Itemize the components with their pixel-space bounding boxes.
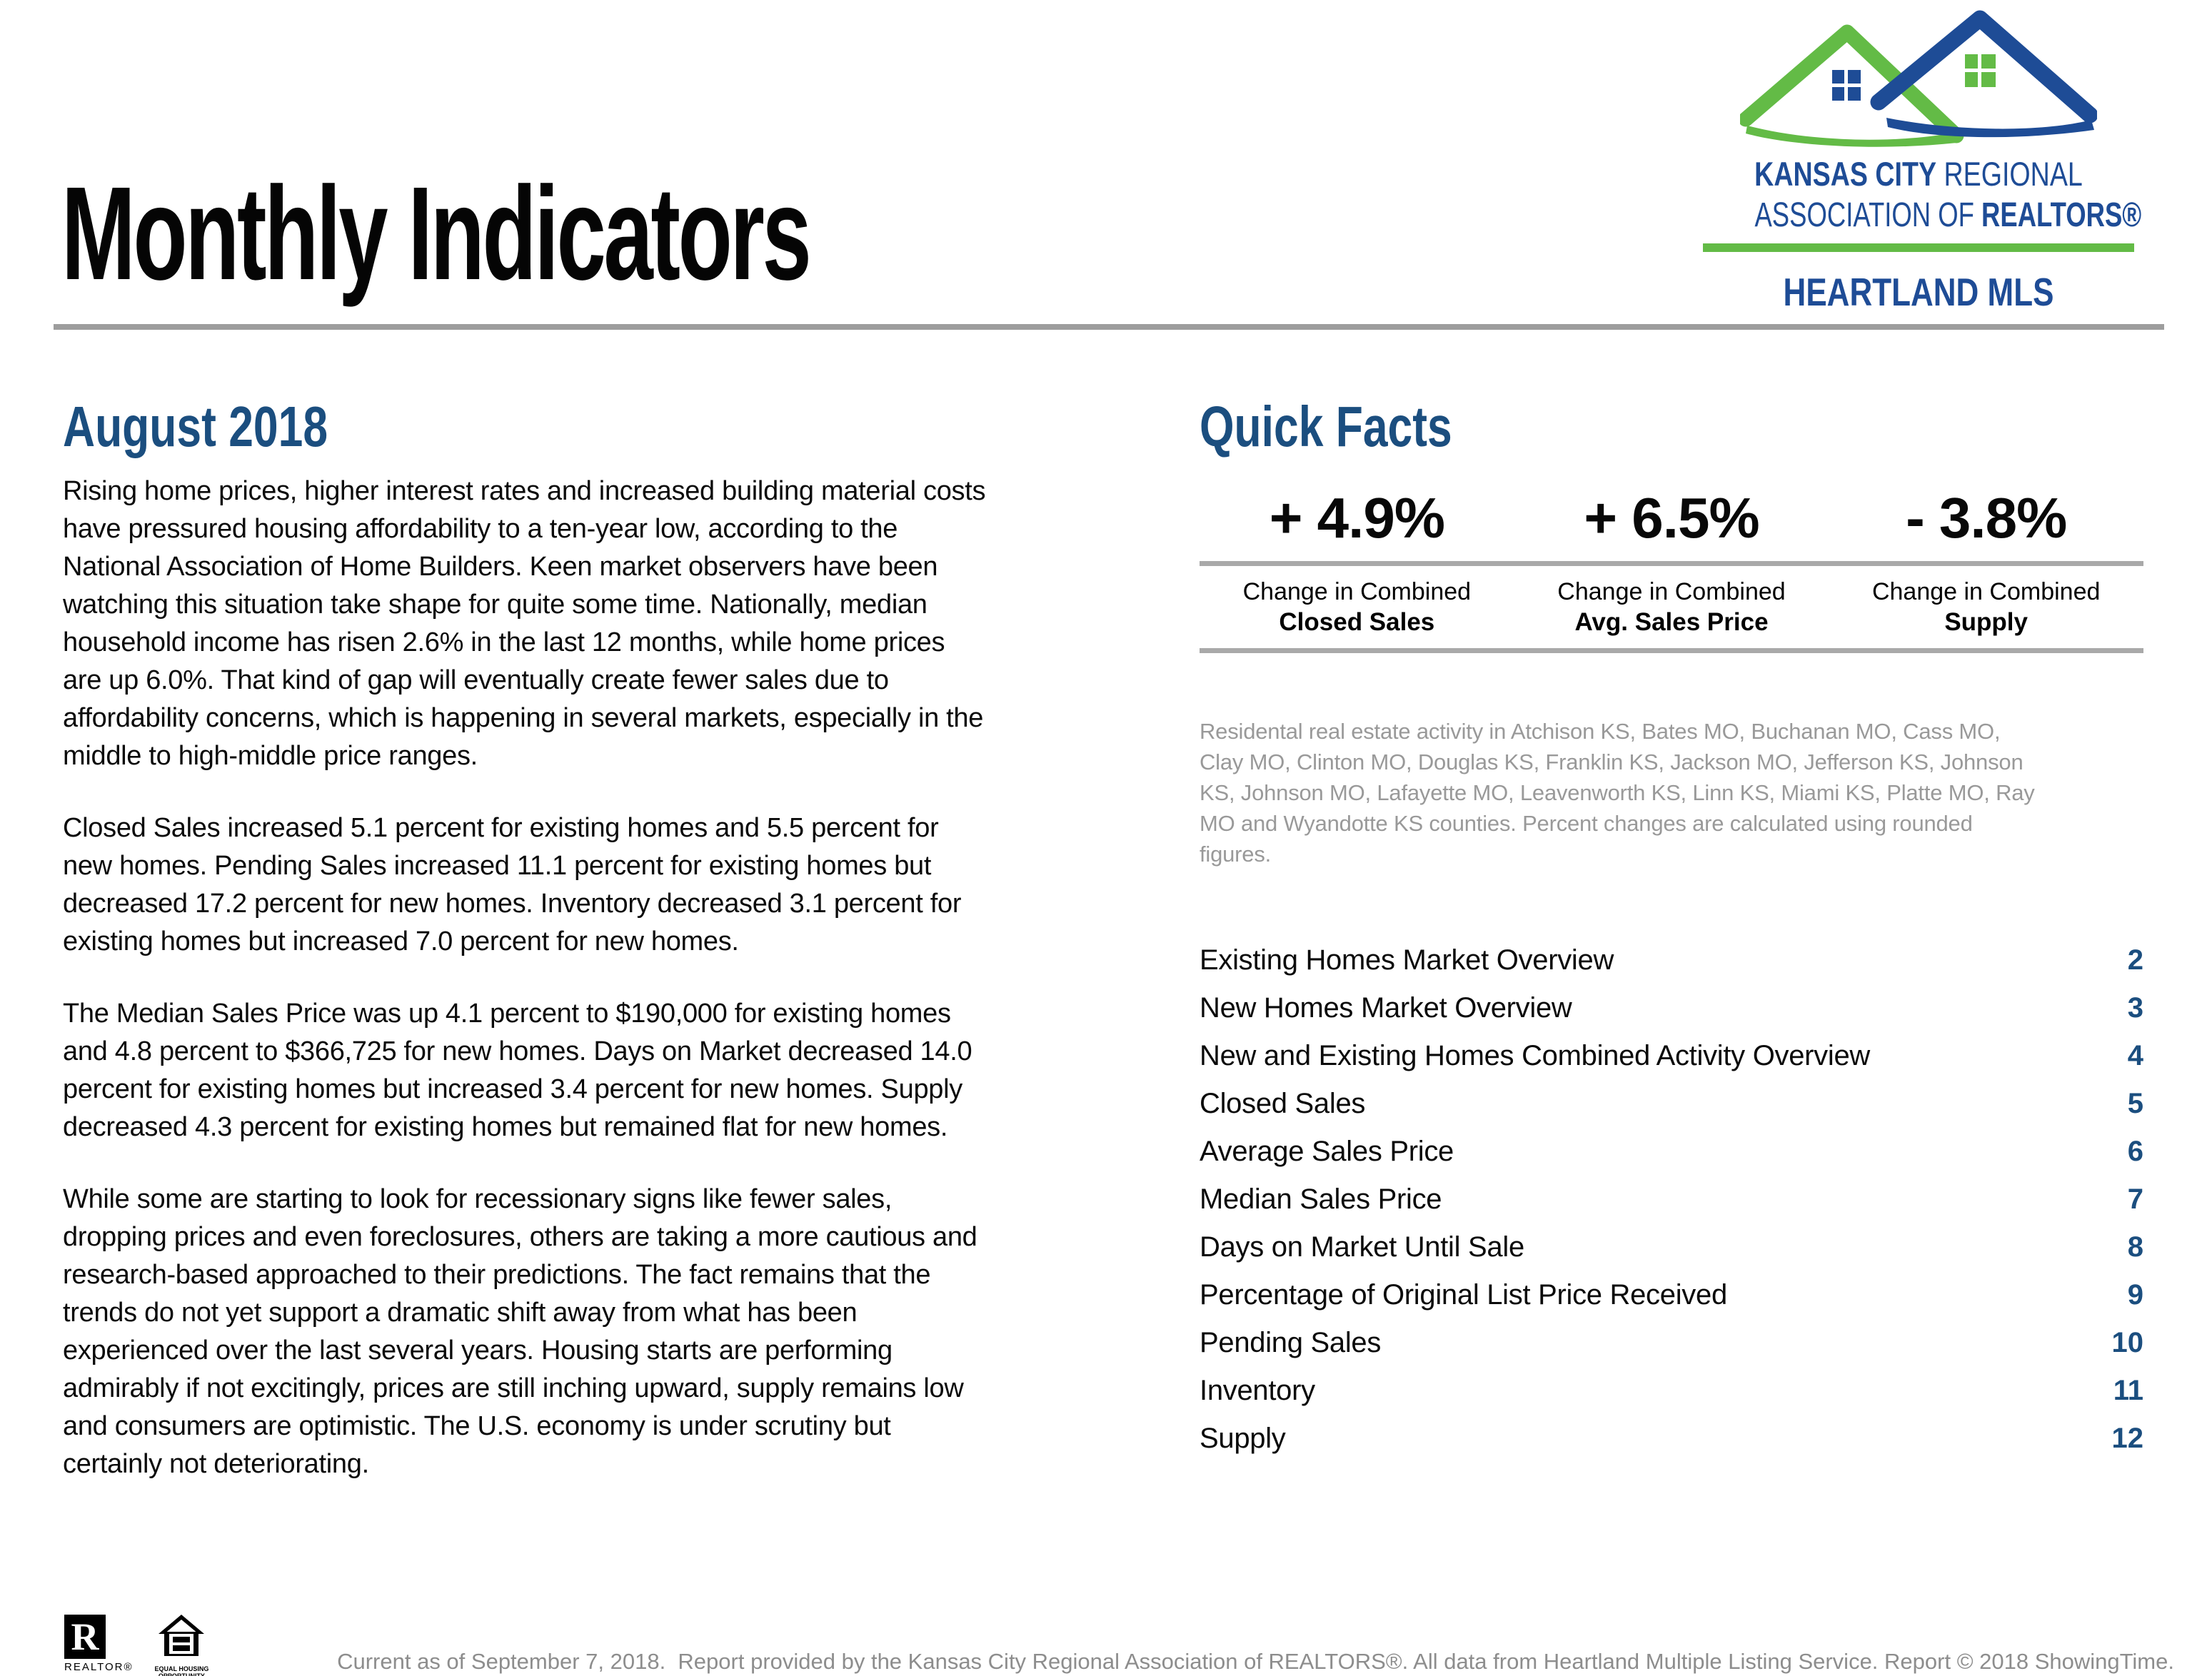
coverage-note: Residental real estate activity in Atchi… [1200, 719, 2035, 867]
toc-page-number: 5 [2127, 1088, 2143, 1119]
month-heading: August 2018 [63, 395, 328, 458]
logo-divider [1703, 243, 2134, 252]
toc-row[interactable]: Inventory 11 [1200, 1367, 2143, 1415]
toc-page-number: 11 [2113, 1375, 2143, 1406]
equal-housing-label: EQUAL HOUSING OPPORTUNITY [154, 1665, 209, 1676]
fact-value-closed-sales: + 4.9% [1269, 486, 1445, 550]
toc-row[interactable]: Days on Market Until Sale 8 [1200, 1223, 2143, 1271]
table-of-contents: Existing Homes Market Overview 2 New Home… [1200, 937, 2143, 1463]
logo-houses-icon [1740, 10, 2097, 147]
toc-page-number: 8 [2127, 1231, 2143, 1263]
toc-page-number: 2 [2127, 944, 2143, 976]
toc-page-number: 4 [2127, 1040, 2143, 1071]
toc-page-number: 10 [2111, 1327, 2144, 1358]
toc-label: New Homes Market Overview [1200, 992, 1572, 1024]
toc-label: Percentage of Original List Price Receiv… [1200, 1279, 1727, 1311]
toc-label: Existing Homes Market Overview [1200, 944, 1614, 976]
green-house-window-icon [1832, 70, 1861, 101]
fact-value-avg-sales-price: + 6.5% [1584, 486, 1759, 550]
blue-house-window-icon [1965, 54, 1996, 87]
toc-page-number: 12 [2111, 1423, 2144, 1454]
toc-row[interactable]: Percentage of Original List Price Receiv… [1200, 1271, 2143, 1319]
quick-facts-divider-bottom [1200, 648, 2143, 653]
toc-row[interactable]: Average Sales Price 6 [1200, 1128, 2143, 1176]
toc-label: Supply [1200, 1423, 1286, 1454]
toc-row[interactable]: New Homes Market Overview 3 [1200, 984, 2143, 1032]
body-paragraph-3: The Median Sales Price was up 4.1 percen… [63, 999, 972, 1142]
fact-label-supply: Change in Combined Supply [1871, 578, 2101, 636]
toc-label: Median Sales Price [1200, 1183, 1442, 1215]
logo-line2: ASSOCIATION OF REALTORS® [1754, 196, 2142, 234]
logo-line3: HEARTLAND MLS [1783, 270, 2054, 314]
quick-facts-divider-top [1200, 561, 2143, 566]
toc-row[interactable]: New and Existing Homes Combined Activity… [1200, 1032, 2143, 1080]
toc-row[interactable]: Pending Sales 10 [1200, 1319, 2143, 1367]
footer-badges: R REALTOR® EQUAL HOUSING OPPORTUNITY [64, 1615, 208, 1676]
quick-facts-heading: Quick Facts [1200, 395, 1452, 458]
toc-label: Closed Sales [1200, 1088, 1366, 1119]
title-divider [54, 324, 2164, 330]
body-paragraph-1: Rising home prices, higher interest rate… [63, 476, 986, 771]
toc-label: Pending Sales [1200, 1327, 1382, 1358]
footer-note: Current as of September 7, 2018. Report … [337, 1649, 2174, 1674]
toc-label: Average Sales Price [1200, 1136, 1454, 1167]
realtor-r-icon: R [64, 1615, 106, 1659]
quick-facts-labels: Change in Combined Closed Sales Change i… [1200, 577, 2143, 638]
toc-page-number: 3 [2127, 992, 2143, 1024]
kcrar-logo: KANSAS CITY REGIONAL ASSOCIATION OF REAL… [1703, 9, 2142, 315]
equal-housing-badge: EQUAL HOUSING OPPORTUNITY [154, 1615, 209, 1676]
body-paragraph-2: Closed Sales increased 5.1 percent for e… [63, 813, 962, 956]
page-title: Monthly Indicators [61, 160, 812, 308]
quick-facts-column: Quick Facts + 4.9% + 6.5% - 3.8% Change … [1200, 397, 2143, 1463]
fact-label-closed-sales: Change in Combined Closed Sales [1242, 578, 1472, 636]
quick-facts-values: + 4.9% + 6.5% - 3.8% [1200, 488, 2143, 548]
toc-page-number: 7 [2127, 1183, 2143, 1215]
toc-page-number: 6 [2127, 1136, 2143, 1167]
toc-row[interactable]: Median Sales Price 7 [1200, 1176, 2143, 1223]
toc-label: Days on Market Until Sale [1200, 1231, 1524, 1263]
toc-row[interactable]: Supply 12 [1200, 1415, 2143, 1463]
realtor-badge: R REALTOR® [64, 1615, 134, 1673]
logo-line1: KANSAS CITY REGIONAL [1754, 155, 2083, 193]
toc-row[interactable]: Existing Homes Market Overview 2 [1200, 937, 2143, 984]
equal-housing-icon [159, 1615, 205, 1656]
fact-value-supply: - 3.8% [1906, 486, 2067, 550]
toc-row[interactable]: Closed Sales 5 [1200, 1080, 2143, 1128]
body-paragraph-4: While some are starting to look for rece… [63, 1184, 977, 1479]
commentary-column: August 2018 Rising home prices, higher i… [63, 397, 1162, 1518]
toc-label: New and Existing Homes Combined Activity… [1200, 1040, 1870, 1071]
fact-label-avg-sales-price: Change in Combined Avg. Sales Price [1557, 578, 1786, 636]
toc-page-number: 9 [2127, 1279, 2143, 1311]
toc-label: Inventory [1200, 1375, 1315, 1406]
realtor-label: REALTOR® [64, 1661, 134, 1673]
